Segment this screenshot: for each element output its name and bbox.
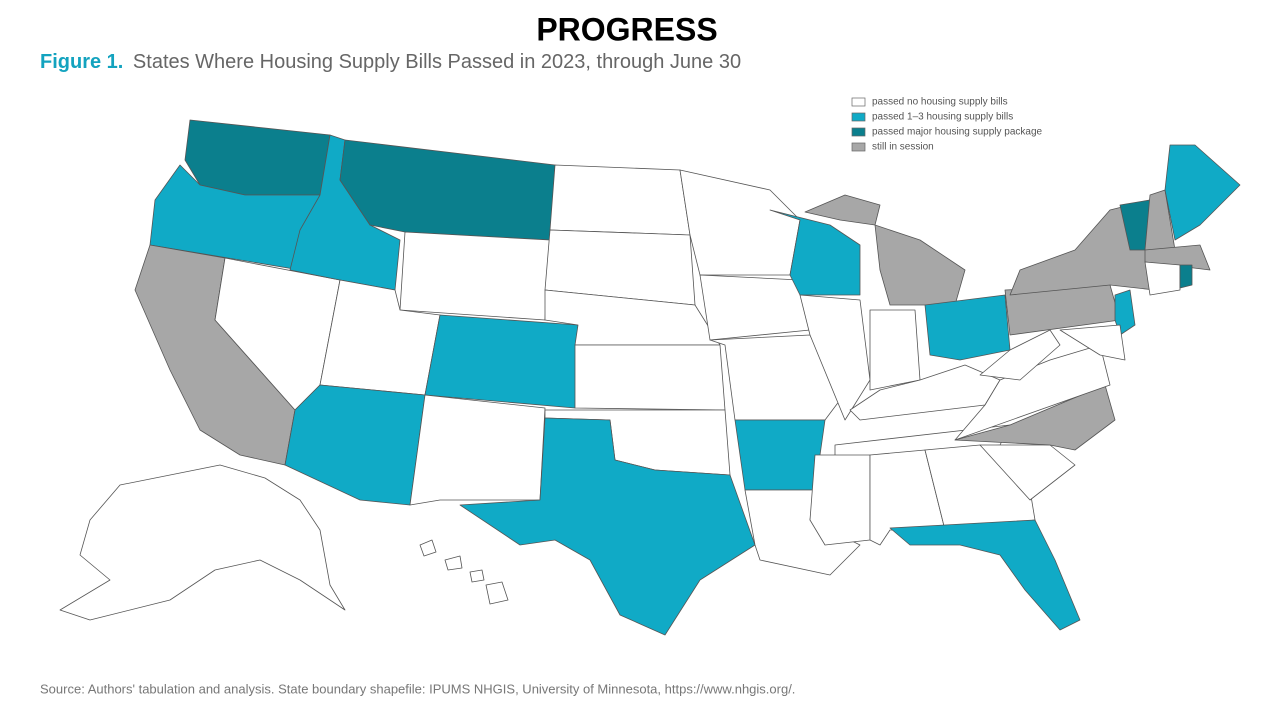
state [59, 464, 346, 621]
state [184, 119, 331, 196]
state [769, 209, 861, 296]
state [399, 231, 551, 321]
state [924, 444, 1036, 531]
state [799, 294, 871, 421]
state [869, 309, 921, 391]
state [699, 274, 811, 341]
state [459, 417, 756, 636]
state [809, 454, 871, 546]
state [874, 224, 966, 306]
legend-label: passed 1–3 housing supply bills [872, 112, 1013, 123]
state [284, 384, 426, 506]
state [734, 419, 826, 491]
legend: passed no housing supply bills passed 1–3… [851, 97, 1043, 153]
state [679, 169, 801, 276]
state [1114, 289, 1136, 336]
page-title: PROGRESS [536, 11, 717, 47]
state [574, 344, 726, 411]
state [424, 314, 579, 409]
state [1164, 144, 1241, 241]
state [804, 194, 881, 226]
state [339, 139, 556, 241]
state [469, 569, 485, 583]
state [1179, 264, 1193, 289]
state [444, 555, 463, 571]
legend-label: still in session [872, 142, 934, 153]
state [979, 444, 1076, 501]
us-map [59, 119, 1241, 636]
state [409, 394, 546, 506]
state [1144, 261, 1181, 296]
figure-caption: States Where Housing Supply Bills Passed… [133, 51, 741, 73]
source-note: Source: Authors' tabulation and analysis… [40, 681, 795, 696]
state [485, 581, 509, 605]
state [924, 294, 1011, 361]
legend-label: passed no housing supply bills [872, 97, 1008, 108]
legend-swatch [851, 97, 866, 107]
state [889, 519, 1081, 631]
state [954, 384, 1116, 451]
state [419, 539, 437, 557]
legend-label: passed major housing supply package [872, 127, 1043, 138]
legend-swatch [851, 127, 866, 137]
figure-heading: Figure 1. States Where Housing Supply Bi… [40, 51, 741, 73]
state [1059, 324, 1126, 361]
legend-swatch [851, 142, 866, 152]
state [979, 329, 1061, 381]
legend-swatch [851, 112, 866, 122]
figure-label: Figure 1. [40, 51, 123, 73]
state [549, 164, 691, 236]
